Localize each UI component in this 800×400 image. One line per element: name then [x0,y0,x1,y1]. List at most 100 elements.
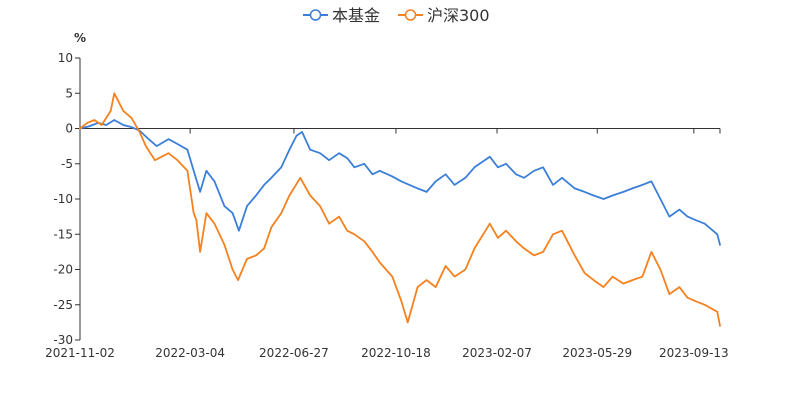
data-point [719,244,721,246]
data-point [86,122,88,124]
data-point [280,212,282,214]
legend-label: 沪深300 [427,6,490,25]
data-point [145,145,147,147]
data-point [199,191,201,193]
data-point [328,223,330,225]
data-point [515,240,517,242]
data-point [695,300,697,302]
data-point [686,216,689,218]
data-point [379,261,381,263]
data-point [139,131,141,133]
x-tick-label: 2023-09-13 [659,346,729,360]
series-benchmark [79,92,721,327]
data-point [371,173,374,175]
data-point [299,177,301,179]
series-layer [79,92,721,327]
data-point [391,175,393,177]
data-point [246,258,248,260]
data-point [631,279,634,281]
data-point [309,149,311,151]
data-point [79,127,81,130]
data-point [167,138,170,140]
y-tick-label: -15 [53,227,73,241]
y-tick-label: -20 [53,263,73,277]
data-point [363,240,365,242]
data-point [186,149,188,151]
data-point [454,276,456,278]
data-point [270,177,272,179]
data-point [417,187,419,189]
data-point [704,304,706,306]
y-tick-label: 5 [65,86,73,100]
data-point [505,163,507,165]
data-point [603,286,605,288]
data-point [505,230,507,232]
data-point [445,173,447,175]
data-point [668,216,671,218]
data-point [122,124,124,126]
data-point [205,212,207,214]
data-point [584,191,586,193]
legend-item[interactable]: 本基金 [303,6,380,25]
data-point [301,131,303,133]
data-point [561,177,563,179]
data-point [110,110,112,112]
data-point [93,119,95,121]
data-point [371,251,374,253]
data-point [497,166,499,168]
data-point [435,180,437,182]
data-point [523,247,525,249]
x-tick-label: 2021-11-02 [45,346,115,360]
y-tick-label: -5 [61,157,73,171]
y-axis-unit-label: % [74,31,86,45]
data-point [130,117,133,119]
data-point [101,124,103,126]
data-point [148,138,150,140]
data-point [338,216,340,218]
x-tick-label: 2022-06-27 [259,346,329,360]
data-point [622,191,625,193]
y-tick-label: -10 [53,192,73,206]
data-point [213,180,216,182]
data-point [489,156,491,158]
data-point [232,212,234,214]
data-point [113,92,115,94]
data-point [489,223,491,225]
data-point [270,226,272,228]
data-point [622,283,625,285]
data-point [363,163,365,165]
data-point [379,170,381,172]
data-point [631,187,634,189]
data-point [205,170,207,172]
data-point [515,173,517,175]
data-point [105,124,107,126]
data-point [612,276,614,278]
data-point [223,244,225,246]
x-tick-label: 2023-02-07 [462,346,532,360]
data-point [523,177,525,179]
data-point [641,276,644,278]
data-point [417,286,419,288]
data-point [408,184,411,186]
data-point [353,233,355,235]
data-point [319,205,321,207]
data-point [695,219,697,221]
data-point [686,297,689,299]
data-point [464,268,466,271]
y-tick-label: -30 [53,333,73,347]
data-point [561,230,563,232]
data-point [338,152,340,154]
data-point [641,184,644,186]
legend-item[interactable]: 沪深300 [398,6,490,25]
data-point [533,254,535,256]
legend-circle-marker [404,9,417,21]
data-point [353,166,355,168]
y-tick-label: 10 [58,51,73,65]
data-point [659,198,662,200]
data-point [193,212,195,214]
series-line [79,119,721,246]
data-point [88,125,90,127]
data-point [678,209,681,211]
